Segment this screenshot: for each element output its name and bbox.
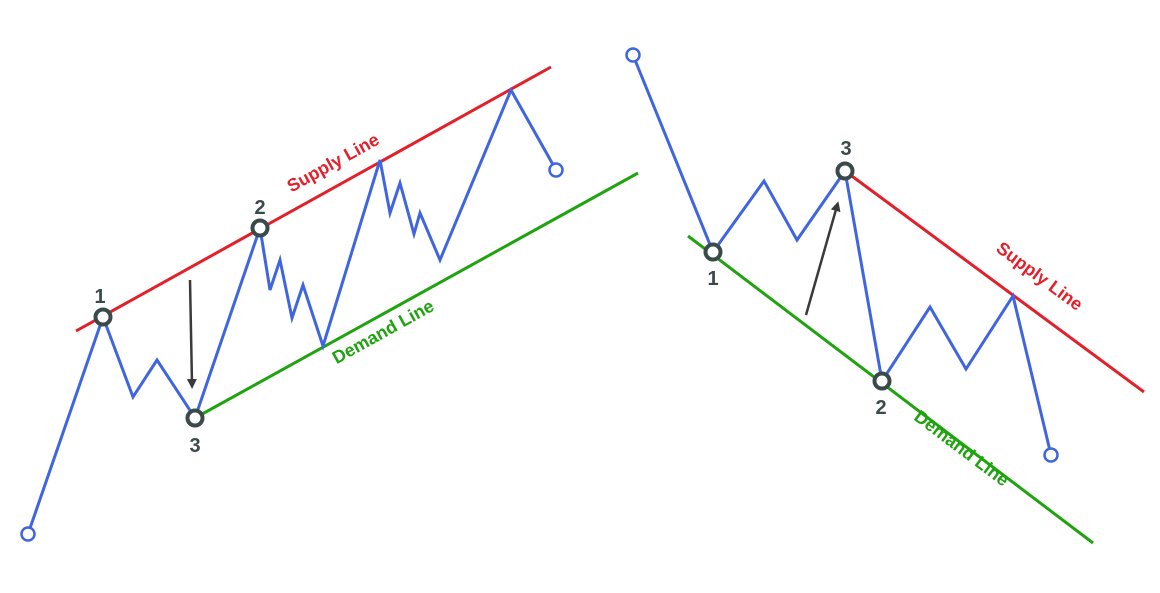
right-pivot-2-label: 2 <box>875 397 886 419</box>
ascending-channel: 1 2 3 Supply Line Demand Line <box>20 65 639 542</box>
right-pivot-1-marker <box>703 242 723 262</box>
left-supply-line-label: Supply Line <box>284 129 383 196</box>
right-end-point-marker <box>1043 447 1059 463</box>
left-demand-line-label: Demand Line <box>329 296 438 368</box>
right-price-path <box>631 54 1053 456</box>
right-pivot-3-marker <box>835 161 855 181</box>
left-supply-line <box>75 65 552 333</box>
right-pivot-2-marker <box>872 371 892 391</box>
left-pivot-1-marker <box>93 307 113 327</box>
descending-channel: 1 2 3 Supply Line Demand Line <box>625 47 1145 545</box>
right-demand-line-label: Demand Line <box>910 406 1012 490</box>
left-pivot-2-marker <box>250 218 270 238</box>
right-up-arrow <box>804 201 841 316</box>
right-pivot-1-label: 1 <box>707 268 718 290</box>
right-pivot-3-label: 3 <box>840 138 851 160</box>
right-demand-line <box>687 234 1094 545</box>
left-pivot-3-marker <box>185 408 205 428</box>
left-down-arrow <box>186 279 197 389</box>
left-pivot-1-label: 1 <box>94 286 105 308</box>
left-end-point-marker <box>548 162 564 178</box>
right-start-point-marker <box>625 47 641 63</box>
left-pivot-3-label: 3 <box>189 435 200 457</box>
left-pivot-2-label: 2 <box>254 197 265 219</box>
right-supply-line <box>844 169 1145 394</box>
left-demand-line <box>194 171 639 420</box>
left-price-path <box>26 86 558 535</box>
left-start-point-marker <box>20 526 36 542</box>
